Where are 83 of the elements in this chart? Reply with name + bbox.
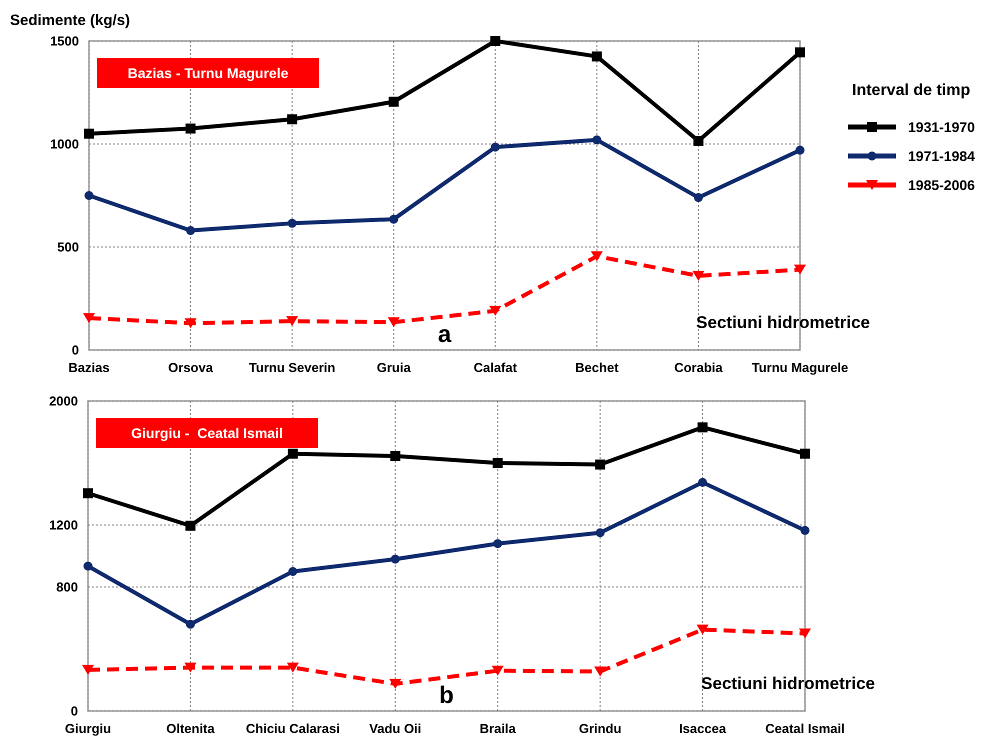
y-tick-label: 1500 <box>50 34 79 49</box>
y-tick-label: 500 <box>57 240 79 255</box>
x-tick-label: Turnu Magurele <box>752 360 848 375</box>
point <box>794 264 806 275</box>
y-tick-label: 1200 <box>49 518 78 533</box>
point <box>389 214 398 224</box>
point <box>83 488 93 498</box>
x-tick-label: Braila <box>480 721 517 736</box>
point <box>185 520 196 531</box>
point <box>492 666 504 676</box>
y-tick-label: 0 <box>72 342 79 358</box>
x-tick-label: Grindu <box>578 721 622 736</box>
x-tick-label: Turnu Severin <box>248 360 336 375</box>
x-tick-label: Gruia <box>376 360 412 375</box>
x-axis-title: Sectiuni hidrometrice <box>701 674 875 693</box>
point <box>389 678 402 689</box>
y-axis-title: Sedimente (kg/s) <box>10 12 130 29</box>
x-tick-label: Bazias <box>68 360 110 375</box>
point <box>490 142 500 152</box>
point <box>694 193 703 202</box>
point <box>595 460 606 470</box>
point <box>800 448 810 459</box>
point <box>795 47 805 58</box>
x-tick-label: Giurgiu <box>64 721 112 736</box>
point <box>799 628 811 638</box>
point <box>692 270 704 281</box>
point <box>390 554 400 564</box>
y-tick-label: 1000 <box>50 136 79 152</box>
point <box>390 451 400 462</box>
point <box>492 458 503 468</box>
legend-title: Interval de timp <box>852 82 970 99</box>
y-tick-label: 800 <box>56 580 78 595</box>
point <box>288 218 297 228</box>
point <box>84 191 94 200</box>
point <box>83 313 95 324</box>
point <box>596 528 605 538</box>
point <box>388 96 399 107</box>
x-tick-label: Oltenita <box>166 721 216 736</box>
point <box>693 136 704 146</box>
point <box>594 666 606 676</box>
point <box>186 226 196 236</box>
point <box>84 562 92 571</box>
point <box>590 251 603 262</box>
legend-label: 1971-1984 <box>908 148 976 164</box>
point <box>489 306 502 316</box>
point <box>698 478 708 487</box>
y-tick-label: 0 <box>70 704 78 719</box>
point <box>82 664 94 675</box>
y-tick-label: 2000 <box>49 394 78 409</box>
point <box>287 114 298 124</box>
point <box>288 448 298 459</box>
point <box>592 135 602 144</box>
point <box>186 124 196 134</box>
x-axis-title: Sectiuni hidrometrice <box>696 313 870 332</box>
point <box>84 128 94 139</box>
x-tick-label: Isaccea <box>679 721 727 736</box>
point <box>184 318 197 328</box>
point <box>286 316 298 326</box>
point <box>493 539 502 548</box>
x-tick-label: Corabia <box>674 360 724 375</box>
point <box>388 317 400 328</box>
point <box>796 146 804 155</box>
x-tick-label: Calafat <box>474 360 518 375</box>
point <box>286 662 299 673</box>
x-tick-label: Chiciu Calarasi <box>246 721 340 736</box>
x-tick-label: Bechet <box>575 360 620 375</box>
point <box>490 36 500 46</box>
point <box>800 526 810 535</box>
annotation: b <box>439 682 454 709</box>
text: Bazias - Turnu Magurele <box>128 64 289 81</box>
text: Giurgiu - Ceatal Ismail <box>131 424 283 441</box>
legend-label: 1985-2006 <box>908 176 976 193</box>
x-tick-label: Vadu Oii <box>369 721 422 736</box>
x-tick-label: Ceatal Ismail <box>765 721 845 736</box>
point <box>696 624 709 635</box>
point <box>698 422 708 432</box>
point <box>184 662 196 673</box>
x-tick-label: Orsova <box>168 360 214 375</box>
point <box>288 567 298 576</box>
point <box>592 51 602 62</box>
legend-label: 1931-1970 <box>908 118 976 135</box>
annotation: a <box>438 321 452 348</box>
point <box>186 620 195 629</box>
